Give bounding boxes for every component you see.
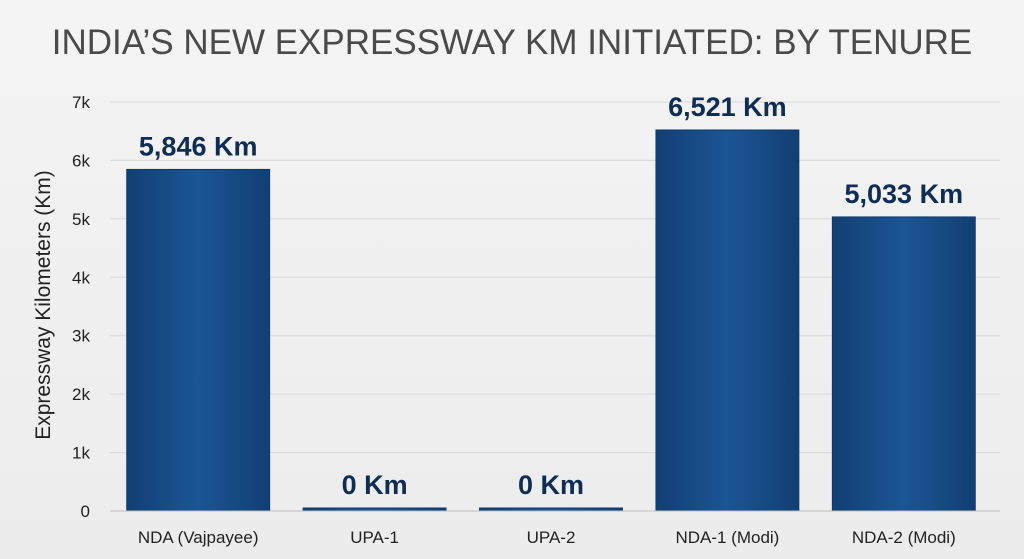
y-tick-label: 6k [72, 151, 90, 170]
y-tick-label: 0 [81, 502, 90, 521]
chart-title: INDIA’S NEW EXPRESSWAY KM INITIATED: BY … [52, 23, 973, 62]
data-label: 6,521 Km [668, 92, 787, 122]
y-tick-label: 1k [72, 444, 90, 463]
x-tick-label: NDA (Vajpayee) [138, 528, 259, 547]
y-tick-label: 3k [72, 327, 90, 346]
x-tick-label: NDA-2 (Modi) [852, 528, 956, 547]
x-tick-label: NDA-1 (Modi) [675, 528, 779, 547]
y-tick-label: 7k [72, 93, 90, 112]
y-tick-label: 2k [72, 385, 90, 404]
data-label: 0 Km [342, 470, 408, 500]
data-label: 5,033 Km [845, 179, 964, 209]
x-axis-categories: NDA (Vajpayee) UPA-1 UPA-2 NDA-1 (Modi) NDA-… [138, 528, 956, 547]
data-label: 0 Km [518, 470, 584, 500]
x-tick-label: UPA-2 [527, 528, 576, 547]
data-label: 5,846 Km [139, 131, 258, 161]
bar-0 [126, 168, 271, 512]
y-axis-label: Expressway Kilometers (Km) [32, 170, 55, 440]
bar-3 [655, 129, 800, 512]
bars [126, 129, 976, 512]
y-tick-label: 4k [72, 268, 90, 287]
bar-4 [831, 216, 976, 512]
x-tick-label: UPA-1 [350, 528, 399, 547]
data-labels: 5,846 Km 0 Km 0 Km 6,521 Km 5,033 Km [139, 92, 963, 500]
y-tick-label: 5k [72, 210, 90, 229]
y-axis-ticks: 0 1k 2k 3k 4k 5k 6k 7k [72, 93, 90, 521]
